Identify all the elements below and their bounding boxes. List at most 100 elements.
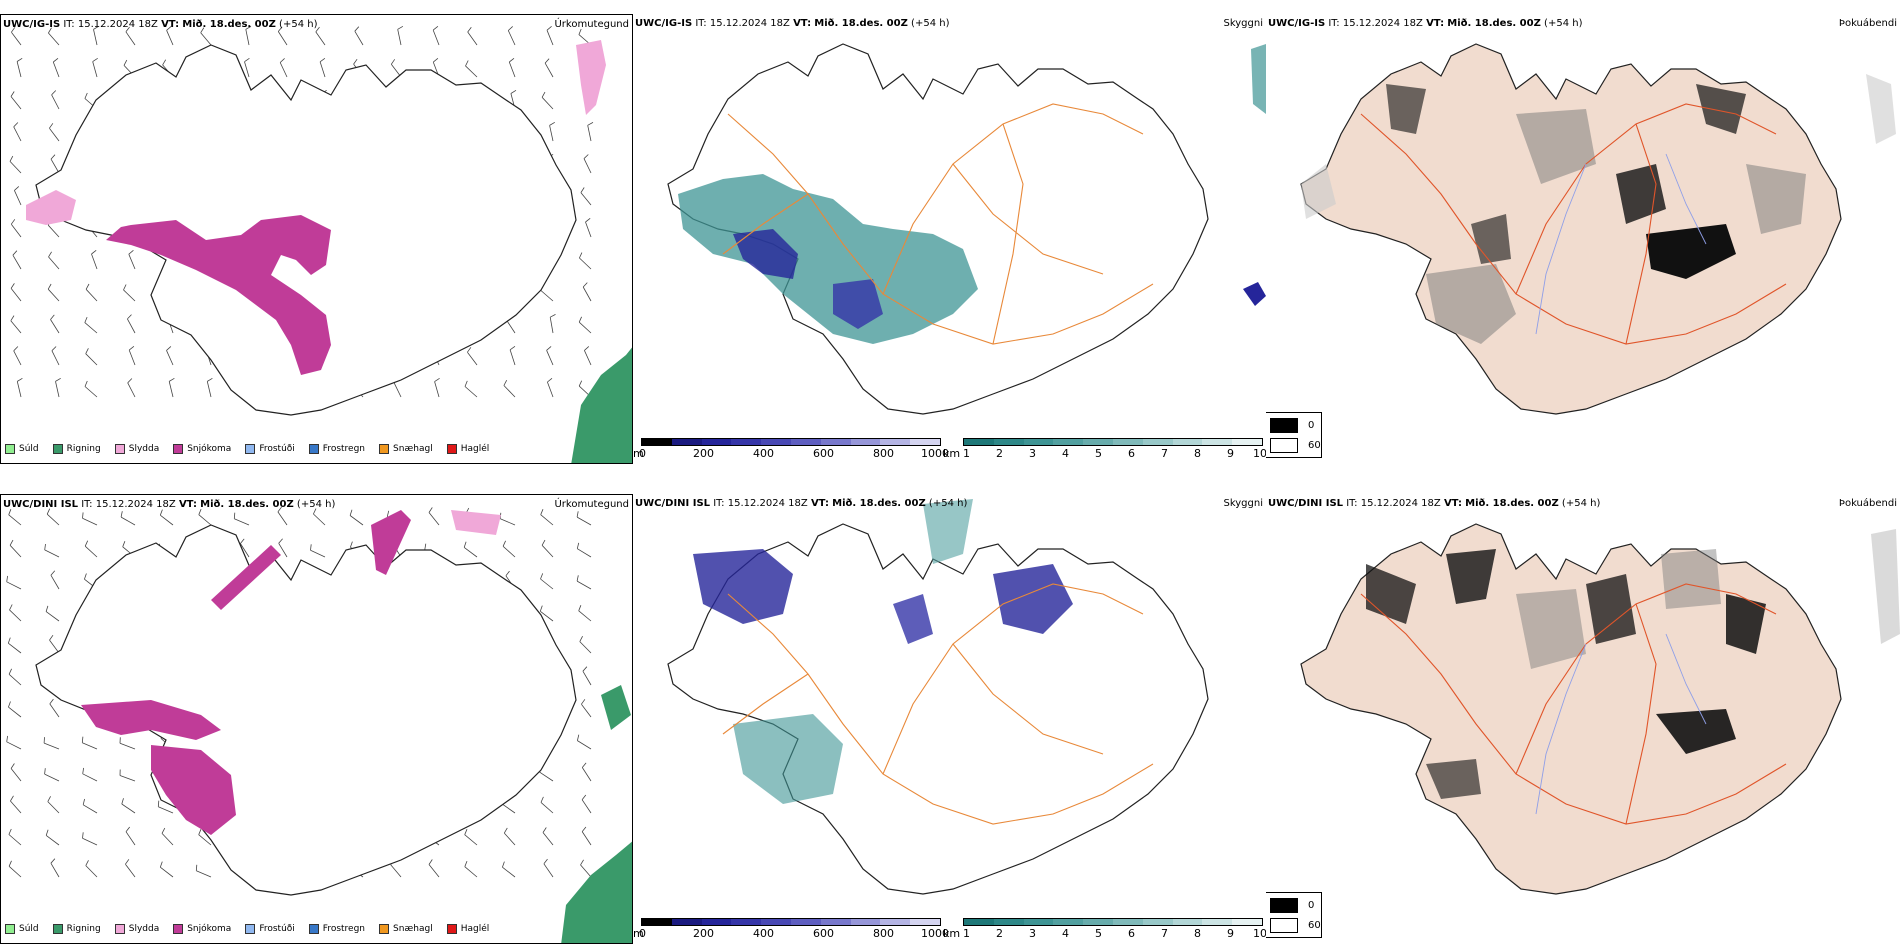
wind-barb-tick xyxy=(502,540,506,547)
wind-barb xyxy=(92,61,98,78)
rain-patch-nw xyxy=(601,685,631,730)
wind-barb-tick xyxy=(544,58,550,64)
legend-item: Súld xyxy=(5,924,39,934)
wind-barb xyxy=(502,866,516,878)
panel-header: UWC/IG-IS IT: 15.12.2024 18Z VT: Mið. 18… xyxy=(3,19,318,30)
wind-barb xyxy=(51,350,60,366)
wind-barb-tick xyxy=(540,509,544,515)
wind-barb-tick xyxy=(6,575,8,582)
wind-barb-tick xyxy=(49,698,54,705)
wind-barb-tick xyxy=(82,798,85,805)
wind-barb xyxy=(119,742,136,750)
visibility-scale-km: 1 2 3 4 5 6 7 8 9 10 xyxy=(963,438,1266,460)
sea-fog-patch xyxy=(1243,282,1266,306)
colorbar-ticks: 1 2 3 4 5 6 7 8 9 10 xyxy=(963,447,1266,460)
wind-barb xyxy=(198,834,212,846)
wind-barb-tick xyxy=(16,57,23,62)
wind-barb xyxy=(581,703,592,718)
wind-barb xyxy=(11,31,22,46)
wind-barb xyxy=(6,741,22,750)
wind-barb xyxy=(45,835,60,846)
offshore-fog xyxy=(1301,164,1336,219)
road-network xyxy=(722,583,1154,825)
legend-item: Súld xyxy=(5,444,39,454)
wind-barb-tick xyxy=(390,59,396,65)
wind-barb-tick xyxy=(123,59,128,66)
wind-barb xyxy=(8,514,22,526)
wind-barb xyxy=(278,543,288,558)
wind-barb xyxy=(82,517,98,526)
visibility-map xyxy=(667,499,1209,895)
wind-barb-tick xyxy=(540,573,544,580)
snow-band xyxy=(371,510,411,575)
wind-barb xyxy=(509,349,516,366)
wind-barb-tick xyxy=(464,380,468,387)
legend-swatch xyxy=(173,924,184,934)
wind-barb xyxy=(547,381,554,398)
legend-swatch xyxy=(5,444,15,454)
legend-swatch xyxy=(308,444,319,454)
low-visibility-blue xyxy=(833,279,883,329)
wind-barb-tick xyxy=(578,28,582,35)
wind-barb xyxy=(49,639,60,654)
wind-barb-tick xyxy=(44,543,46,550)
wind-barb xyxy=(48,256,60,270)
wind-barb xyxy=(125,31,136,46)
sleet-patch-ne xyxy=(576,40,606,115)
wind-barb-tick xyxy=(543,858,548,865)
wind-barb xyxy=(93,29,98,46)
wind-barb xyxy=(505,319,516,334)
wind-barb xyxy=(198,514,212,526)
legend-item: Rigning xyxy=(52,444,101,454)
wind-barb-tick xyxy=(207,377,213,382)
fog-index-panel-top: UWC/IG-IS IT: 15.12.2024 18Z VT: Mið. 18… xyxy=(1266,14,1900,464)
wind-barb-tick xyxy=(50,858,56,864)
wind-barb xyxy=(128,349,136,366)
wind-barb xyxy=(577,548,592,558)
wind-barb-tick xyxy=(84,316,88,323)
wind-barb-tick xyxy=(47,283,52,290)
fog-index-map xyxy=(1300,43,1896,415)
wind-barb xyxy=(507,30,516,46)
wind-barb xyxy=(85,353,98,366)
wind-barb-tick xyxy=(541,539,546,546)
wind-barb-tick xyxy=(10,763,15,769)
wind-barb-tick xyxy=(6,735,8,742)
snow-band xyxy=(211,545,281,610)
legend-swatch xyxy=(173,444,184,454)
wind-barb-tick xyxy=(581,699,586,705)
legend-item: Frostregn xyxy=(308,924,365,934)
legend-item: Slydda xyxy=(114,444,159,454)
wind-barb-tick xyxy=(279,58,285,63)
wind-barb xyxy=(500,518,516,526)
wind-barb-tick xyxy=(10,219,16,225)
wind-barb xyxy=(502,546,516,558)
wind-barb xyxy=(310,549,326,558)
wind-barb-tick xyxy=(463,541,467,548)
wind-barb xyxy=(125,863,136,878)
wind-barb-tick xyxy=(550,314,556,318)
wind-barb-tick xyxy=(195,864,198,871)
wind-barb-tick xyxy=(503,380,508,386)
panel-header: UWC/IG-IS IT: 15.12.2024 18Z VT: Mið. 18… xyxy=(635,18,950,29)
wind-barb-tick xyxy=(128,249,134,255)
wind-barb-tick xyxy=(49,634,54,641)
low-visibility-teal xyxy=(733,714,843,804)
wind-barb-tick xyxy=(10,795,14,802)
wind-barb xyxy=(48,32,60,46)
wind-barb xyxy=(541,545,554,558)
wind-barb xyxy=(463,547,478,558)
legend-item: Snæhagl xyxy=(379,924,433,934)
wind-barb xyxy=(581,799,592,814)
wind-barb xyxy=(10,223,22,238)
legend-item: Snjókoma xyxy=(173,924,231,934)
wind-barb-tick xyxy=(434,377,440,382)
legend-swatch xyxy=(446,444,457,454)
legend-swatch xyxy=(308,924,319,934)
legend-item: Frostúði xyxy=(245,444,295,454)
legend-swatch xyxy=(114,924,125,934)
wind-barb xyxy=(577,740,592,750)
wind-barb xyxy=(240,543,250,558)
road-network xyxy=(722,103,1154,345)
wind-barb xyxy=(85,289,98,302)
